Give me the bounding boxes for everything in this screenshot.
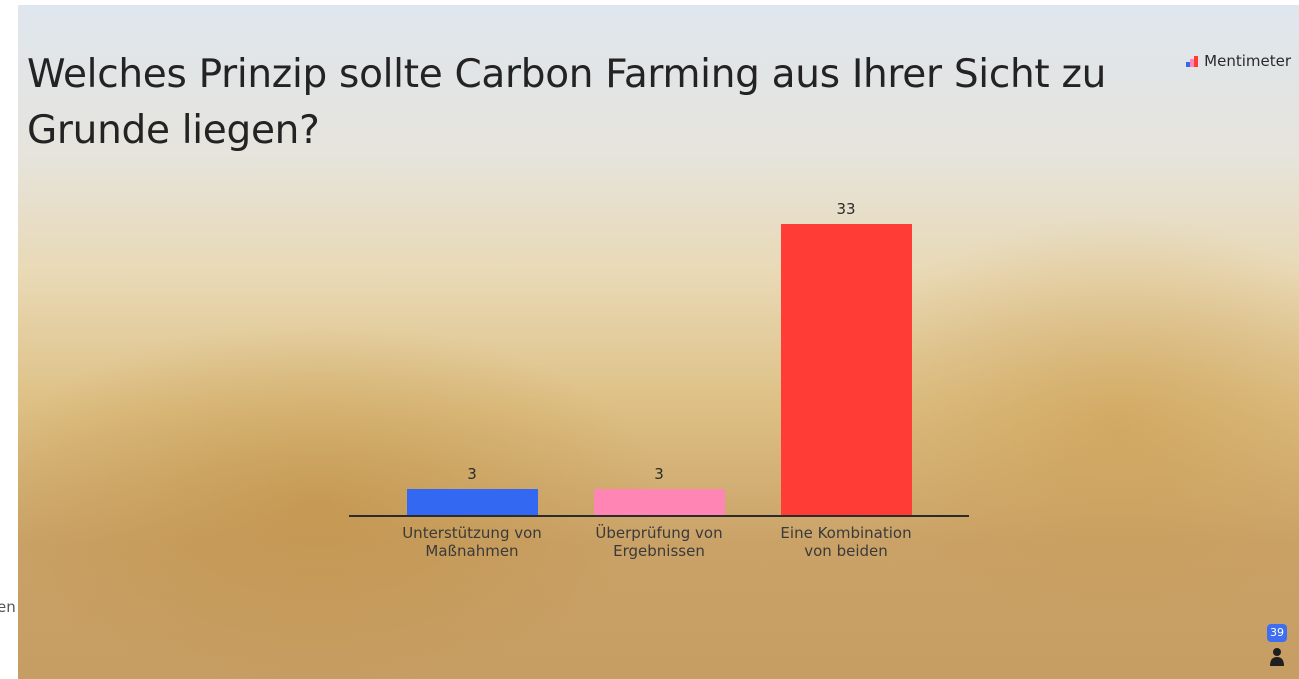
page: en Welches Prinzip sollte Carbon Farming…	[0, 0, 1299, 679]
participant-count: 39	[1267, 624, 1287, 642]
slide: Welches Prinzip sollte Carbon Farming au…	[18, 5, 1299, 679]
value-label: 33	[781, 200, 912, 218]
category-label: Überprüfung von Ergebnissen	[589, 524, 729, 560]
value-label: 3	[594, 465, 725, 483]
category-label: Eine Kombination von beiden	[776, 524, 916, 560]
bar	[594, 489, 725, 515]
side-text: en	[0, 598, 16, 616]
value-label: 3	[407, 465, 538, 483]
bar	[407, 489, 538, 515]
chart-title: Welches Prinzip sollte Carbon Farming au…	[27, 47, 1127, 159]
brand-logo	[1186, 56, 1199, 67]
brand: Mentimeter	[1186, 52, 1291, 70]
category-label: Unterstützung von Maßnahmen	[402, 524, 542, 560]
participant-icon	[1269, 647, 1285, 667]
bar	[781, 224, 912, 515]
baseline	[349, 515, 969, 517]
brand-name: Mentimeter	[1204, 52, 1291, 70]
